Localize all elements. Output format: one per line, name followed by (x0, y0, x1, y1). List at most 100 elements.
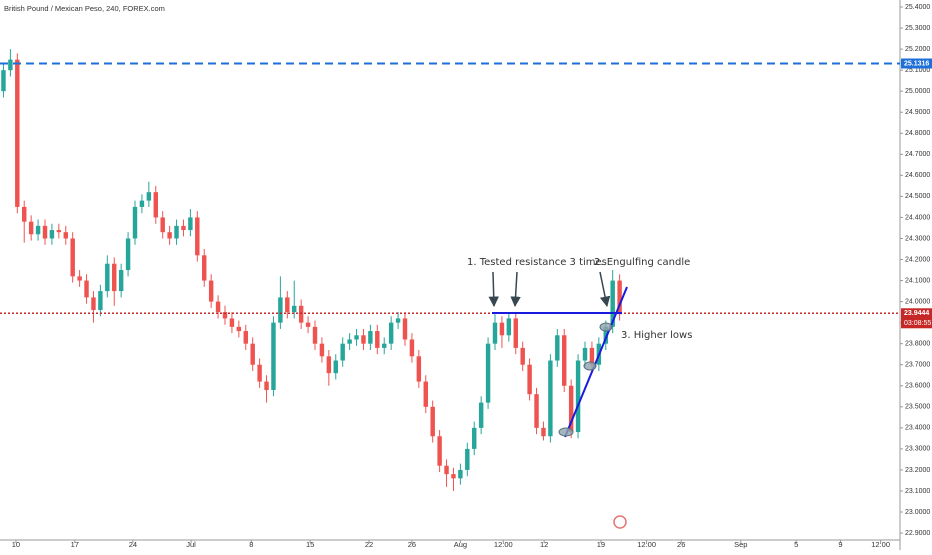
candle-body (361, 335, 366, 344)
candle-body (118, 270, 124, 292)
candle-body (603, 326, 608, 344)
candle-body (236, 326, 242, 332)
y-tick-label: 23.2000 (905, 467, 930, 474)
low-marker (599, 322, 613, 332)
candle-body (56, 230, 62, 233)
y-tick-label: 23.7000 (905, 362, 930, 369)
candle-body (146, 192, 152, 201)
candle-body (49, 230, 55, 239)
y-tick-label: 25.2000 (905, 46, 930, 53)
x-tick-label: Jul (186, 540, 196, 549)
candle-body (264, 381, 269, 390)
y-tick-label: 23.8000 (905, 341, 930, 348)
chart-title: British Pound / Mexican Peso, 240, FOREX… (4, 4, 165, 13)
low-marker (558, 427, 574, 437)
candle-body (333, 360, 338, 374)
candle-body (153, 192, 158, 218)
candle-body (458, 469, 463, 479)
price-label-box (901, 58, 932, 69)
x-tick-label: 15 (306, 540, 314, 549)
candle-body (292, 305, 297, 313)
low-marker (583, 361, 597, 371)
candle-body (188, 217, 193, 231)
x-tick-label: 22 (365, 540, 373, 549)
y-tick-label: 23.4000 (905, 425, 930, 432)
candle-body (506, 318, 512, 336)
candle-body (63, 232, 68, 239)
x-tick-label: 9 (838, 540, 842, 549)
candle-body (84, 280, 89, 298)
candle-body (388, 322, 394, 344)
candle-body (402, 318, 408, 340)
candle-body (451, 474, 456, 479)
x-tick-label: 17 (71, 540, 79, 549)
y-tick-label: 24.0000 (905, 298, 930, 305)
candle-body (215, 301, 221, 313)
candle-body (229, 318, 235, 327)
candle-body (77, 276, 82, 281)
y-tick-label: 25.1000 (905, 67, 930, 74)
candle-body (181, 225, 186, 231)
y-tick-label: 24.9000 (905, 109, 930, 116)
candle-body (1, 70, 6, 92)
arrow (510, 271, 521, 308)
y-tick-label: 23.1000 (905, 488, 930, 495)
candle-body (326, 356, 332, 374)
candle-body (91, 297, 96, 311)
candle-body (485, 343, 491, 403)
candle-body (513, 318, 518, 348)
x-tick-label: 12 (540, 540, 548, 549)
x-tick-label: 26 (677, 540, 685, 549)
x-tick-label: Sep (734, 540, 747, 549)
x-tick-label: 24 (129, 540, 137, 549)
y-tick-label: 25.4000 (905, 4, 930, 11)
candle-body (354, 335, 359, 340)
candle-body (562, 335, 567, 386)
x-tick-label: 26 (408, 540, 416, 549)
candle-body (575, 360, 581, 433)
candle-body (139, 200, 145, 207)
candle-body (382, 343, 387, 348)
y-tick-label: 24.4000 (905, 214, 930, 221)
candle-body (167, 232, 172, 239)
candle-body (555, 335, 560, 361)
y-tick-label: 23.6000 (905, 383, 930, 390)
candle-body (132, 206, 138, 239)
x-tick-label: Aug (454, 540, 467, 549)
price-label: 23.9444 (904, 310, 929, 317)
candle-body (42, 225, 48, 239)
x-tick-label: 8 (249, 540, 253, 549)
candle-body (195, 217, 200, 256)
candle-body (478, 402, 484, 428)
candle-body (160, 217, 165, 233)
arrow (599, 271, 611, 308)
candle-body (541, 427, 546, 437)
candle-body (22, 206, 27, 222)
x-tick-label: 5 (794, 540, 798, 549)
candle-body (250, 343, 255, 365)
x-tick-label: 12:00 (637, 540, 656, 549)
candle-body (35, 225, 41, 235)
candle-body (208, 280, 214, 302)
candle-body (98, 291, 103, 311)
candle-body (437, 436, 442, 466)
candle-body (430, 406, 435, 437)
y-tick-label: 24.5000 (905, 193, 930, 200)
y-tick-label: 24.2000 (905, 256, 930, 263)
price-label-box (901, 308, 932, 329)
x-tick-label: 12:00 (871, 540, 890, 549)
candle-body (527, 364, 532, 395)
candle-body (589, 347, 595, 365)
candle-body (499, 322, 505, 336)
candle-body (617, 280, 622, 315)
y-tick-label: 24.6000 (905, 172, 930, 179)
candle-body (222, 312, 228, 319)
candle-body (319, 343, 325, 357)
candle-body (340, 343, 345, 361)
candle-body (409, 339, 415, 357)
annotation: 2. Engulfing candle (594, 257, 690, 268)
y-tick-label: 23.3000 (905, 446, 930, 453)
candle-body (271, 322, 276, 390)
